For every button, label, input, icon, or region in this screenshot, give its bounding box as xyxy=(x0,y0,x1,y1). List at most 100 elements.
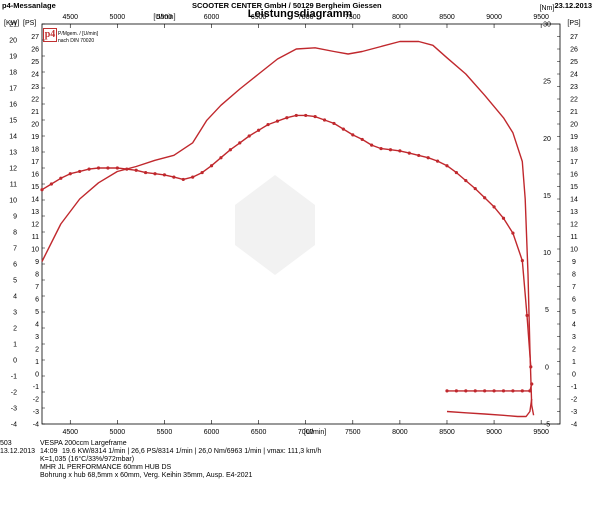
ps-right-tick-label: -3 xyxy=(571,409,577,416)
series-point-2 xyxy=(454,170,458,175)
ps-right-tick-label: 9 xyxy=(572,259,576,266)
kw-tick-label: -4 xyxy=(11,422,17,429)
series-point-2 xyxy=(219,156,223,160)
series-point-2 xyxy=(370,143,374,147)
kw-tick-label: 2 xyxy=(13,326,17,333)
ps-left-tick-label: 26 xyxy=(31,47,39,54)
series-point-2 xyxy=(115,166,119,170)
x-tick-label: 8000 xyxy=(392,429,408,436)
watermark-shape xyxy=(235,175,315,275)
series-point-2 xyxy=(106,166,110,170)
ps-left-tick-label: 3 xyxy=(35,334,39,341)
x-tick-label: 7000 xyxy=(298,429,314,436)
series-point-4 xyxy=(483,389,487,393)
kw-tick-label: 11 xyxy=(10,182,17,189)
ps-right-tick-label: 16 xyxy=(570,172,578,179)
x-tick-label-top: 8000 xyxy=(392,14,408,21)
series-point-2 xyxy=(49,182,54,186)
series-point-2 xyxy=(144,170,148,175)
nm-tick-label: 0 xyxy=(545,364,549,371)
ps-left-tick-label: 24 xyxy=(31,72,39,79)
kw-tick-label: 3 xyxy=(13,310,17,317)
ps-right-tick-label: 23 xyxy=(570,84,578,91)
legend-line-1: P/Mgem. / [U/min] xyxy=(58,31,99,37)
ps-right-tick-label: -4 xyxy=(571,422,577,429)
ps-left-tick-label: 1 xyxy=(35,359,39,366)
ps-right-tick-label: 12 xyxy=(570,222,578,229)
kw-tick-label: 15 xyxy=(9,118,17,125)
series-point-2 xyxy=(511,231,515,235)
ps-right-tick-label: 20 xyxy=(570,122,578,129)
kw-tick-label: 9 xyxy=(13,214,17,221)
series-point-2 xyxy=(257,128,261,132)
series-point-2 xyxy=(520,258,524,263)
x-tick-label-top: 4500 xyxy=(62,14,78,21)
ps-left-tick-label: 15 xyxy=(31,184,39,191)
x-tick-label: 5500 xyxy=(157,429,173,436)
series-point-2 xyxy=(200,170,204,175)
x-tick-label-top: 5500 xyxy=(157,14,173,21)
series-point-2 xyxy=(266,122,270,127)
ps-left-tick-label: 8 xyxy=(35,272,39,279)
nm-tick-label: 30 xyxy=(543,22,551,29)
ps-left-tick-label: 21 xyxy=(31,109,39,116)
vehicle: VESPA 200ccm Largeframe xyxy=(40,440,127,447)
x-axis-label-top: [U/min] xyxy=(153,14,175,21)
nm-axis-label: [Nm] xyxy=(540,5,555,12)
series-point-2 xyxy=(78,169,82,174)
series-point-2 xyxy=(285,116,289,120)
ps-right-tick-label: 15 xyxy=(570,184,578,191)
series-point-2 xyxy=(501,216,506,220)
series-point-2 xyxy=(360,137,364,142)
x-tick-label: 9500 xyxy=(533,429,549,436)
p4-logo: p4 xyxy=(43,28,57,42)
series-point-2 xyxy=(172,175,176,179)
ps-right-tick-label: -1 xyxy=(571,384,577,391)
ps-left-tick-label: 19 xyxy=(31,134,39,141)
series-point-2 xyxy=(426,156,430,160)
kw-tick-label: 5 xyxy=(13,278,17,285)
x-tick-label-top: 9000 xyxy=(486,14,502,21)
series-point-4 xyxy=(511,389,515,393)
series-point-4 xyxy=(473,389,477,393)
ps-left-tick-label: 5 xyxy=(35,309,39,316)
nm-tick-label: 5 xyxy=(545,307,549,314)
series-point-2 xyxy=(181,177,185,182)
ps-left-tick-label: 22 xyxy=(31,97,39,104)
ps-left-tick-label: 25 xyxy=(31,59,39,66)
ps-right-tick-label: 22 xyxy=(570,97,578,104)
ps-right-axis-label: [PS] xyxy=(567,20,580,27)
ps-left-tick-label: -1 xyxy=(33,384,39,391)
series-point-4 xyxy=(445,389,449,393)
x-tick-label-top: 7000 xyxy=(298,14,314,21)
series-point-2 xyxy=(341,127,345,131)
run-date: 13.12.2013 xyxy=(0,448,36,455)
run-id: 503 xyxy=(0,440,12,447)
series-point-2 xyxy=(238,141,242,145)
kw-tick-label: 19 xyxy=(9,54,17,61)
series-point-4 xyxy=(520,389,524,393)
kw-tick-label: -2 xyxy=(11,390,17,397)
ps-left-tick-label: 13 xyxy=(31,209,39,216)
series-point-2 xyxy=(322,118,327,122)
ps-right-tick-label: 27 xyxy=(570,34,578,41)
x-tick-label-top: 7500 xyxy=(345,14,361,21)
ps-left-tick-label: 12 xyxy=(31,222,39,229)
ps-left-tick-label: 10 xyxy=(31,247,39,254)
kw-tick-label: 16 xyxy=(9,102,17,109)
x-tick-label: 6500 xyxy=(251,429,267,436)
ps-right-tick-label: 18 xyxy=(570,147,578,154)
series-point-2 xyxy=(473,186,477,191)
kw-tick-label: 17 xyxy=(9,86,17,93)
ps-right-tick-label: 13 xyxy=(570,209,578,216)
ps-left-tick-label: 18 xyxy=(31,147,39,154)
x-tick-label-top: 8500 xyxy=(439,14,455,21)
ps-left-tick-label: -2 xyxy=(33,397,39,404)
correction: K=1,035 (16°C/33%/972mbar) xyxy=(40,456,135,463)
ps-right-tick-label: 21 xyxy=(570,109,578,116)
x-tick-label: 9000 xyxy=(486,429,502,436)
ps-right-tick-label: 3 xyxy=(572,334,576,341)
ps-right-tick-label: 10 xyxy=(570,247,578,254)
series-point-2 xyxy=(525,313,529,318)
